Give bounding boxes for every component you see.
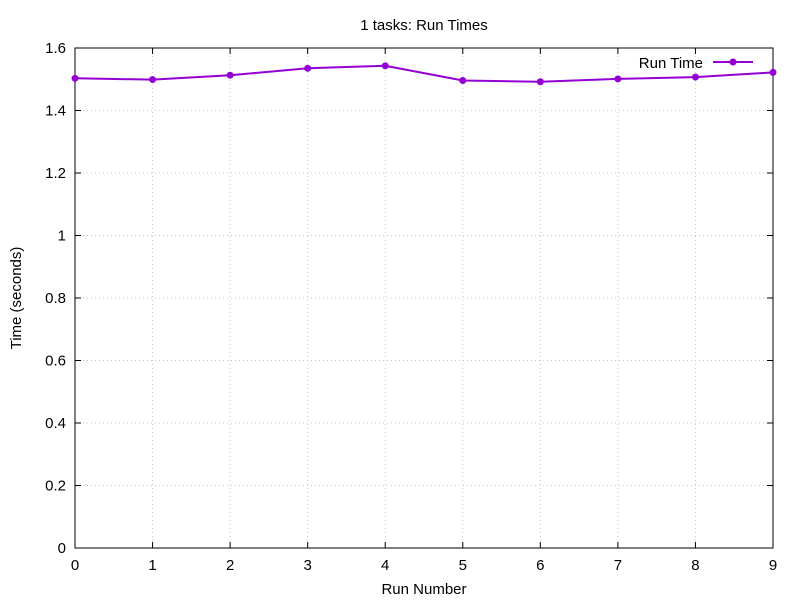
x-tick-label: 7 <box>614 557 622 574</box>
x-tick-label: 4 <box>381 557 389 574</box>
x-axis: 0 1 2 3 4 5 6 7 8 9 <box>71 48 777 574</box>
legend: Run Time <box>639 55 753 72</box>
x-tick-label: 5 <box>459 557 467 574</box>
y-axis: 0 0.2 0.4 0.6 0.8 1 1.2 1.4 1.6 <box>45 40 773 557</box>
x-tick-label: 3 <box>303 557 311 574</box>
data-point <box>614 75 622 83</box>
y-tick-label: 0.4 <box>45 415 66 432</box>
data-point <box>304 64 312 72</box>
y-tick-label: 1.6 <box>45 40 66 57</box>
legend-marker <box>729 58 737 66</box>
grid <box>75 48 773 548</box>
x-tick-label: 8 <box>691 557 699 574</box>
legend-label: Run Time <box>639 55 703 72</box>
data-point <box>226 71 234 79</box>
data-point <box>459 77 467 84</box>
y-tick-label: 1.4 <box>45 103 66 120</box>
data-point <box>71 74 79 82</box>
data-point <box>691 73 699 81</box>
y-tick-label: 0.2 <box>45 478 66 495</box>
series-line <box>74 64 774 83</box>
chart-title: 1 tasks: Run Times <box>360 17 488 34</box>
y-tick-label: 0.6 <box>45 353 66 370</box>
data-point <box>536 78 544 86</box>
y-tick-label: 0 <box>58 540 66 557</box>
x-axis-label: Run Number <box>381 581 466 598</box>
data-point <box>381 62 389 70</box>
x-tick-label: 1 <box>148 557 156 574</box>
data-point <box>769 68 777 76</box>
data-point <box>149 76 157 84</box>
y-axis-label: Time (seconds) <box>8 247 25 350</box>
x-tick-label: 2 <box>226 557 234 574</box>
x-tick-label: 9 <box>769 557 777 574</box>
y-tick-label: 1.2 <box>45 165 66 182</box>
x-tick-label: 6 <box>536 557 544 574</box>
x-tick-label: 0 <box>71 557 79 574</box>
y-tick-label: 0.8 <box>45 290 66 307</box>
y-tick-label: 1 <box>58 228 66 245</box>
series-group <box>71 62 777 86</box>
